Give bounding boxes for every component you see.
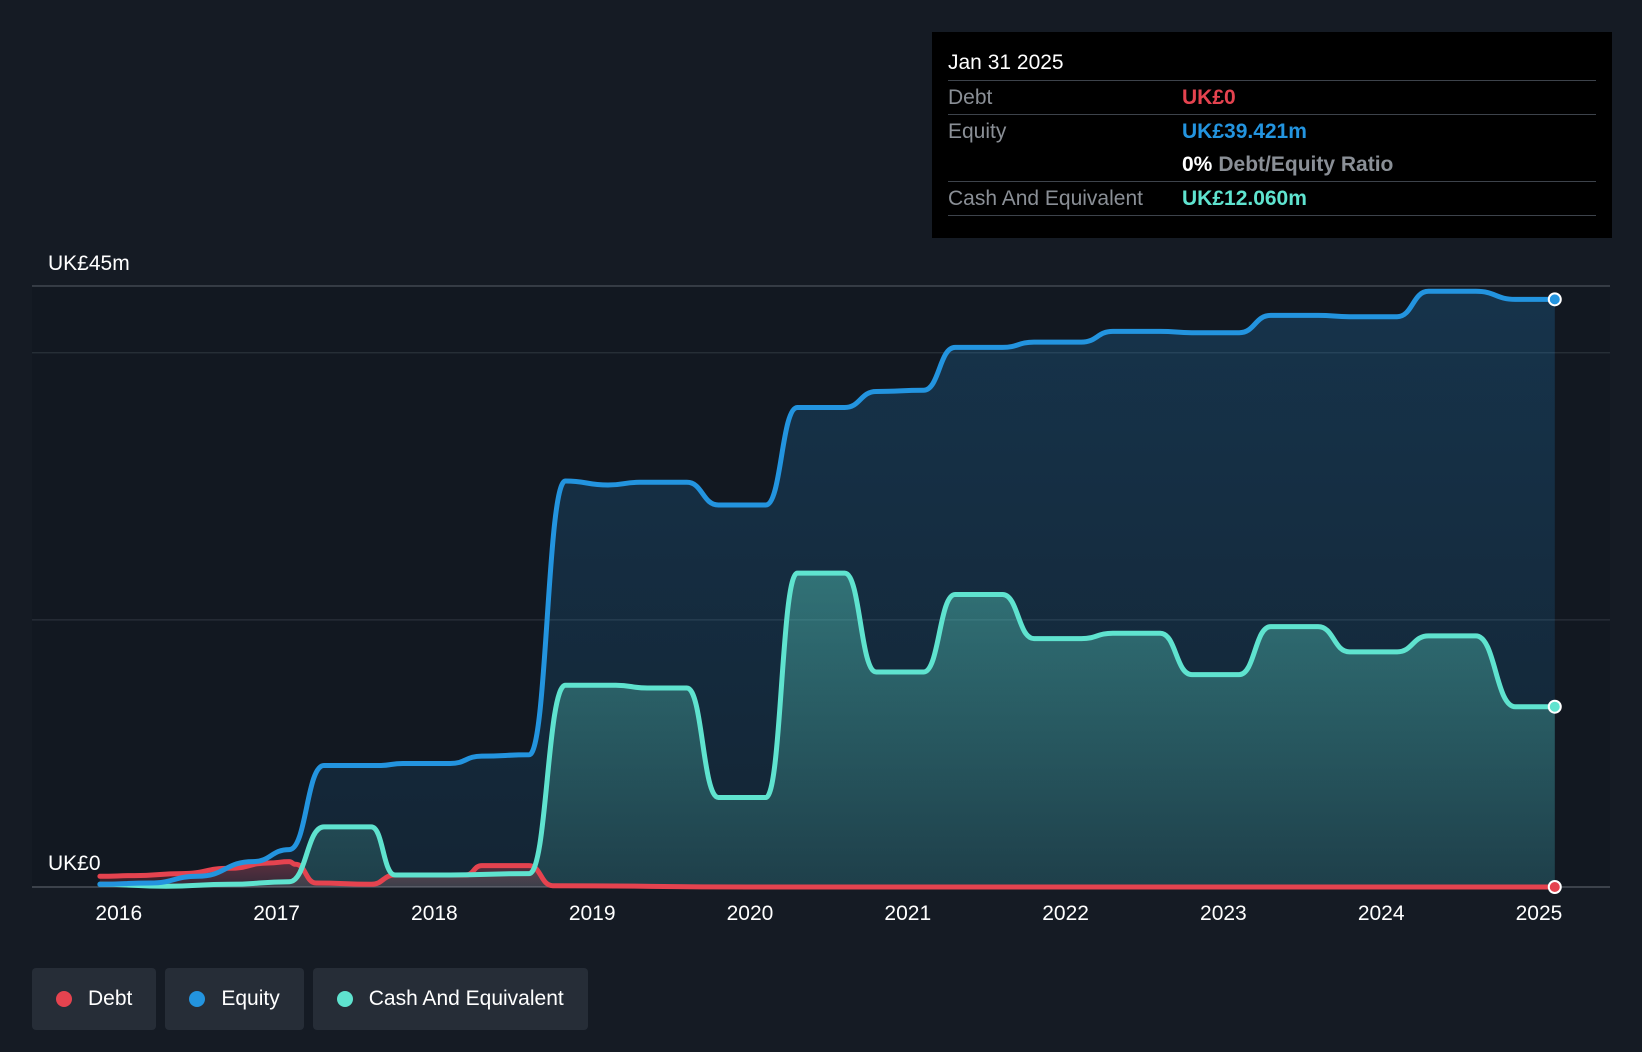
tooltip-ratio-label: Debt/Equity Ratio (1218, 153, 1394, 176)
x-tick-label: 2025 (1516, 902, 1563, 925)
x-tick-label: 2023 (1200, 902, 1247, 925)
debt-dot-icon (56, 991, 72, 1007)
legend-label-equity: Equity (221, 987, 280, 1010)
cash-area (99, 573, 1555, 887)
tooltip-equity-label: Equity (948, 120, 1007, 143)
tooltip-ratio-row: 0% Debt/Equity Ratio (948, 148, 1596, 182)
x-tick-label: 2018 (411, 902, 458, 925)
tooltip-debt-value: UK£0 (1182, 86, 1236, 109)
tooltip-ratio-spacer (948, 148, 1182, 181)
equity-line (97, 288, 1558, 887)
x-tick-label: 2024 (1358, 902, 1405, 925)
tooltip-ratio-value: 0% (1182, 153, 1213, 176)
equity-dot-icon (189, 991, 206, 1007)
tooltip-cash-label: Cash And Equivalent (948, 187, 1143, 210)
x-tick-label: 2020 (727, 902, 774, 925)
x-tick-label: 2022 (1042, 902, 1089, 925)
tooltip-debt-label: Debt (948, 86, 993, 109)
x-tick-label: 2017 (253, 902, 300, 925)
x-axis-ticks: 2016 2017 2018 2019 2020 2021 2022 2023 2024 2025 (95, 902, 1562, 925)
x-tick-label: 2021 (884, 902, 931, 925)
debt-area (99, 861, 1555, 887)
cash-line (97, 570, 1558, 889)
tooltip-equity-row: Equity UK£39.421m (948, 115, 1596, 148)
series-areas (99, 291, 1555, 887)
legend-item-equity[interactable]: Equity (165, 968, 304, 1030)
tooltip-cash-row: Cash And Equivalent UK£12.060m (948, 182, 1596, 216)
series-endpoints (1547, 292, 1562, 894)
cash-dot-icon (336, 991, 353, 1007)
tooltip-equity-value: UK£39.421m (1182, 120, 1307, 143)
y-axis-bottom-label: UK£0 (48, 852, 101, 875)
x-tick-label: 2019 (569, 902, 616, 925)
series-lines (97, 288, 1558, 890)
x-tick-label: 2016 (95, 902, 142, 925)
tooltip-panel: Jan 31 2025 Debt UK£0 Equity UK£39.421m … (932, 32, 1612, 238)
legend-label-debt: Debt (88, 987, 133, 1010)
y-axis-top-label: UK£45m (48, 252, 130, 275)
tooltip-cash-value: UK£12.060m (1182, 187, 1307, 210)
legend-label-cash: Cash And Equivalent (368, 987, 564, 1010)
debt-endpoint (1547, 880, 1562, 894)
tooltip-debt-row: Debt UK£0 (948, 81, 1596, 115)
equity-endpoint (1547, 292, 1562, 307)
legend: Debt Equity Cash And Equivalent (32, 968, 588, 1030)
legend-item-cash[interactable]: Cash And Equivalent (312, 968, 588, 1030)
cash-endpoint (1547, 699, 1562, 714)
tooltip-date: Jan 31 2025 (948, 46, 1596, 81)
legend-item-debt[interactable]: Debt (32, 968, 157, 1030)
